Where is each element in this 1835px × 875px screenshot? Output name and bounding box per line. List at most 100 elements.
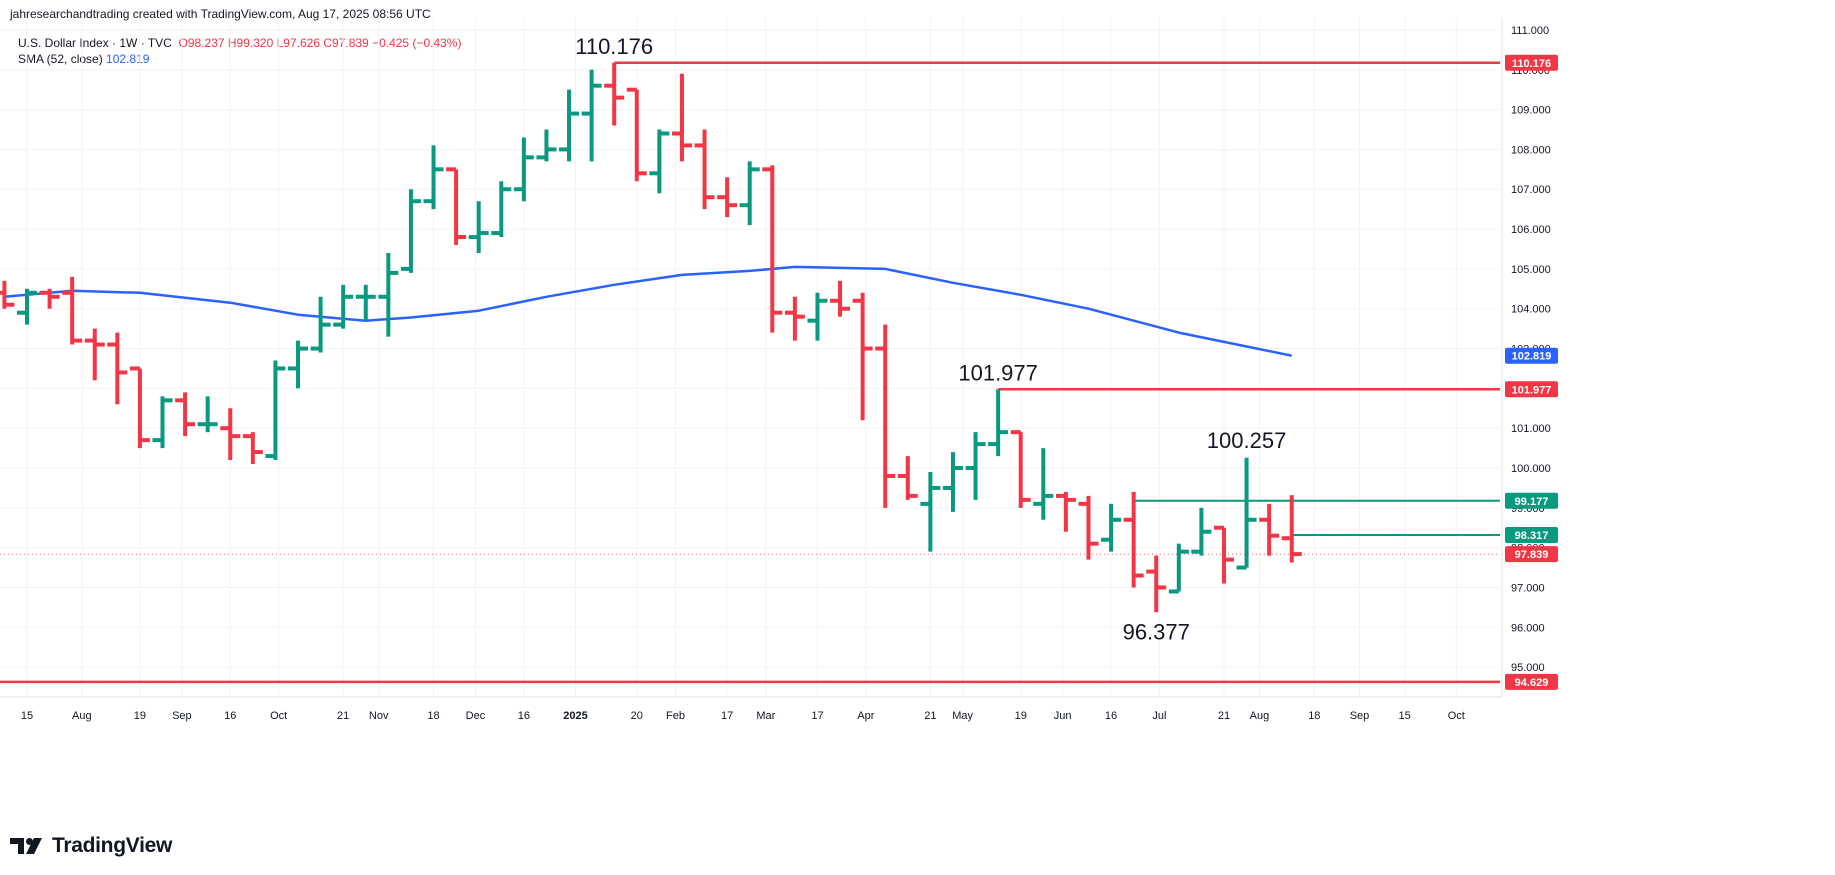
tradingview-logo-icon: [10, 838, 42, 854]
time-tick-label: 20: [631, 710, 643, 722]
time-tick-label: 19: [1015, 710, 1027, 722]
ohlc-bar: [378, 252, 399, 337]
ohlc-bar: [604, 62, 625, 126]
time-tick-label: 16: [1105, 710, 1117, 722]
ohlc-bar: [446, 167, 467, 245]
price-tick-label: 111.000: [1511, 25, 1549, 37]
price-tick-label: 109.000: [1511, 105, 1551, 117]
ohlc-bar: [852, 292, 873, 421]
ohlc-bar: [717, 177, 738, 218]
ohlc-bar: [1168, 543, 1189, 594]
legend-low: L97.626: [276, 36, 320, 50]
price-axis-label-box: [1505, 381, 1558, 398]
price-tick-label: 96.000: [1511, 622, 1545, 634]
ohlc-bar: [942, 452, 963, 512]
legend-symbol-row: U.S. Dollar Index · 1W · TVC O98.237 H99…: [18, 35, 461, 51]
ohlc-bar: [491, 181, 512, 238]
ohlc-bar: [423, 145, 444, 210]
time-tick-label: 16: [224, 710, 236, 722]
price-axis-label-box: [1505, 527, 1558, 544]
ohlc-bar: [84, 328, 105, 381]
time-tick-label: Jul: [1152, 710, 1166, 722]
time-tick-label: Mar: [756, 710, 775, 722]
time-tick-label: 15: [21, 710, 33, 722]
price-tick-label: 104.000: [1511, 304, 1551, 316]
ohlc-bar: [1236, 457, 1257, 570]
time-axis[interactable]: 15 Aug 19 Sep 16 Oct 21 Nov 18 Dec 16 2025 20 Feb 17 Ma…: [21, 710, 1465, 722]
price-axis-label-text: 99.177: [1515, 496, 1549, 508]
time-tick-label: 21: [1218, 710, 1230, 722]
ohlc-bar: [784, 296, 805, 341]
grid: [0, 18, 1503, 698]
ohlc-bar: [17, 288, 37, 325]
ohlc-bar: [965, 432, 986, 500]
ohlc-bar: [175, 392, 196, 437]
legend-close: C97.839: [323, 36, 369, 50]
ohlc-bar: [107, 332, 128, 405]
level-annotation: 101.977: [958, 360, 1038, 385]
ohlc-bar: [1055, 491, 1076, 532]
price-annotation: 100.257: [1207, 428, 1287, 453]
legend-symbol[interactable]: U.S. Dollar Index · 1W · TVC: [18, 36, 172, 50]
ohlc-bar: [1213, 525, 1234, 584]
ohlc-bar: [333, 284, 354, 329]
ohlc-bar: [536, 129, 557, 162]
ohlc-bar: [129, 366, 150, 449]
time-tick-label: Dec: [466, 710, 486, 722]
price-axis[interactable]: 95.00096.00097.00098.00099.000100.000101…: [1505, 25, 1558, 690]
time-tick-label: Feb: [666, 710, 685, 722]
time-tick-label: Sep: [1350, 710, 1370, 722]
ohlc-bar: [762, 165, 783, 333]
ohlc-bar: [265, 360, 286, 461]
time-tick-label: 19: [134, 710, 146, 722]
price-annotation: 96.377: [1123, 619, 1190, 644]
price-axis-label-text: 110.176: [1512, 58, 1551, 70]
price-tick-label: 108.000: [1511, 144, 1551, 156]
ohlc-bar: [1033, 448, 1054, 520]
tradingview-logo[interactable]: TradingView: [10, 834, 172, 858]
ohlc-bar: [220, 408, 241, 461]
ohlc-bar: [694, 129, 715, 210]
ohlc-bar: [1191, 507, 1212, 556]
time-tick-label: 2025: [563, 710, 587, 722]
ohlc-bars: [0, 62, 1302, 613]
price-axis-label-text: 94.629: [1515, 677, 1549, 689]
sma-layer: [4, 265, 1292, 357]
ohlc-bar: [152, 396, 173, 449]
ohlc-bar: [649, 129, 670, 194]
time-tick-label: Aug: [1250, 710, 1270, 722]
time-tick-label: Nov: [369, 710, 389, 722]
price-tick-label: 106.000: [1511, 224, 1551, 236]
level-annotation: 110.176: [575, 34, 653, 59]
price-annotations: 110.176 101.977 100.257 96.377: [575, 34, 1286, 645]
time-tick-label: 17: [811, 710, 823, 722]
price-axis-label-box: [1505, 492, 1558, 509]
ohlc-bar: [807, 292, 828, 341]
price-tick-label: 95.000: [1511, 662, 1545, 674]
sma-line: [4, 265, 1292, 357]
time-tick-label: 16: [518, 710, 530, 722]
time-tick-label: Oct: [270, 710, 287, 722]
ohlc-bar: [288, 340, 309, 389]
ohlc-bar: [468, 201, 489, 253]
ohlc-bar: [1146, 555, 1167, 613]
ohlc-bar: [559, 89, 580, 162]
price-axis-label-box: [1505, 54, 1558, 71]
time-tick-label: 15: [1399, 710, 1411, 722]
legend-high: H99.320: [227, 36, 274, 50]
ohlc-bar: [310, 296, 331, 353]
ohlc-bar: [897, 456, 918, 500]
price-axis-label-text: 102.819: [1512, 351, 1552, 363]
ohlc-bar: [1078, 495, 1099, 560]
ohlc-bar: [875, 324, 896, 508]
time-tick-label: Jun: [1054, 710, 1072, 722]
ohlc-bar: [0, 280, 15, 309]
price-axis-label-text: 101.977: [1512, 384, 1552, 396]
ohlc-bar: [920, 471, 941, 552]
attribution-text: jahresearchandtrading created with Tradi…: [10, 7, 431, 21]
ohlc-bar: [197, 396, 218, 433]
price-axis-label-text: 98.317: [1515, 530, 1549, 542]
time-tick-label: 21: [924, 710, 936, 722]
price-tick-label: 97.000: [1511, 582, 1545, 594]
